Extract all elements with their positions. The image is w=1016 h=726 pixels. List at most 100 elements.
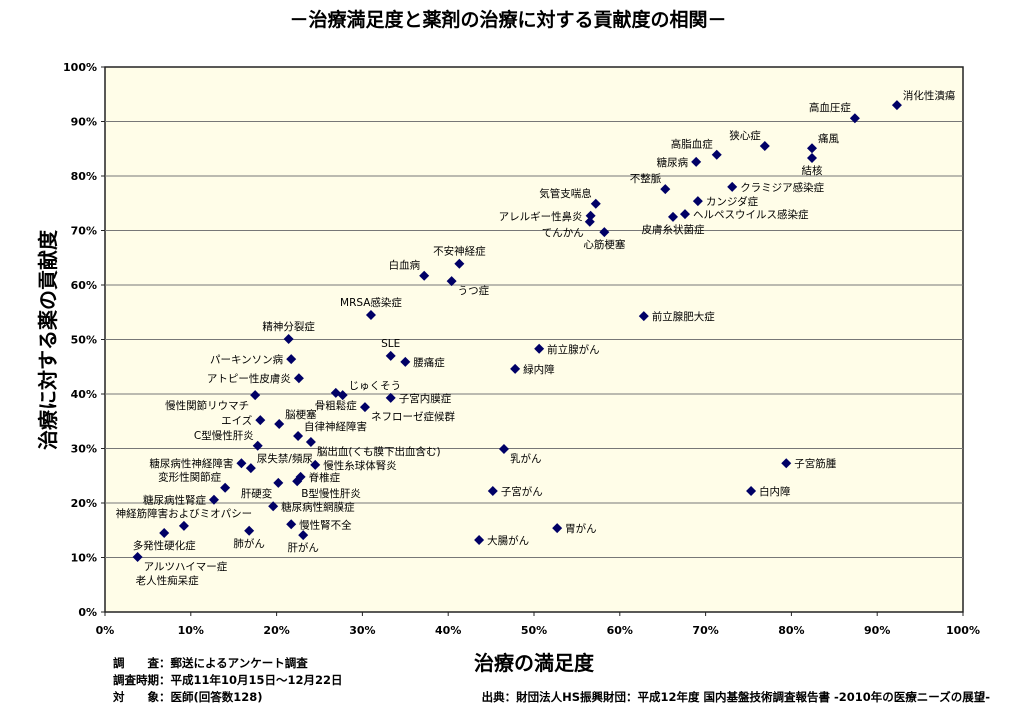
x-tick-label: 70% <box>692 624 718 637</box>
data-point-label: アレルギー性鼻炎 <box>499 210 583 223</box>
data-point-marker <box>691 156 702 167</box>
data-point-marker <box>208 494 219 505</box>
data-point-marker <box>891 100 902 111</box>
data-point-marker <box>590 198 601 209</box>
data-point-marker <box>292 476 303 487</box>
data-point-label: MRSA感染症 <box>340 296 402 309</box>
data-point-marker <box>419 270 430 281</box>
data-point-marker <box>454 258 465 269</box>
data-point-marker <box>487 486 498 497</box>
data-point-marker <box>178 520 189 531</box>
note-source: 出典：財団法人HS振興財団：平成12年度 国内基盤技術調査報告書 -2010年の… <box>482 690 991 704</box>
data-point-label: 結核 <box>801 164 822 177</box>
data-point-marker <box>305 436 316 447</box>
data-point-marker <box>680 209 691 220</box>
data-point-label: 痛風 <box>818 132 839 145</box>
data-point-label: 糖尿病性腎症 <box>143 494 206 507</box>
data-point-label: 肝がん <box>287 541 319 554</box>
data-point-marker <box>660 184 671 195</box>
data-point-label: 前立腺がん <box>547 343 600 356</box>
data-point-label: 不安神経症 <box>433 245 486 258</box>
y-tick-label: 30% <box>71 443 97 456</box>
data-point-marker <box>806 143 817 154</box>
x-tick-label: 20% <box>263 624 289 637</box>
data-point-label: 尿失禁/頻尿 <box>257 452 314 465</box>
data-point-label: 慢性腎不全 <box>299 518 352 531</box>
data-point-marker <box>268 501 279 512</box>
data-point-label: 多発性硬化症 <box>133 539 196 552</box>
data-point-label: 慢性糸球体腎炎 <box>323 459 397 472</box>
data-point-label: 老人性痴呆症 <box>136 574 199 587</box>
data-point-marker <box>255 415 266 426</box>
data-point-marker <box>298 530 309 541</box>
chart-title: －治療満足度と薬剤の治療に対する貢献度の相関－ <box>289 8 726 31</box>
data-point-label: 脊椎症 <box>309 471 341 484</box>
data-point-label: 乳がん <box>510 452 541 465</box>
data-point-label: パーキンソン病 <box>210 353 284 366</box>
data-point-label: 慢性関節リウマチ <box>165 399 249 412</box>
data-point-label: 白血病 <box>389 259 421 272</box>
data-point-marker <box>534 343 545 354</box>
data-point-marker <box>274 418 285 429</box>
y-tick-label: 50% <box>71 334 97 347</box>
data-point-label: 神経筋障害およびミオパシー <box>116 507 253 520</box>
data-point-label: 白内障 <box>759 485 791 498</box>
data-point-marker <box>806 153 817 164</box>
data-point-marker <box>236 458 247 469</box>
data-point-marker <box>692 196 703 207</box>
data-point-marker <box>359 402 370 413</box>
data-point-label: 肺がん <box>233 537 265 550</box>
data-point-marker <box>727 181 738 192</box>
data-point-marker <box>849 113 860 124</box>
data-point-label: 糖尿病 <box>657 156 689 169</box>
data-point-marker <box>781 458 792 469</box>
y-tick-label: 60% <box>71 279 97 292</box>
data-point-label: 糖尿病性神経障害 <box>149 457 233 470</box>
data-point-marker <box>474 535 485 546</box>
data-point-label: アトピー性皮膚炎 <box>207 372 291 385</box>
data-point-label: カンジダ症 <box>706 195 759 208</box>
data-point-marker <box>250 390 261 401</box>
data-point-marker <box>283 333 294 344</box>
data-point-label: ネフローゼ症候群 <box>371 410 455 423</box>
x-tick-label: 60% <box>607 624 633 637</box>
data-point-label: うつ症 <box>458 284 490 297</box>
data-point-label: B型慢性肝炎 <box>301 487 361 500</box>
data-point-label: じゅくそう <box>349 380 402 392</box>
data-point-marker <box>510 363 521 374</box>
data-point-label: C型慢性肝炎 <box>194 429 254 442</box>
data-point-label: 骨粗鬆症 <box>315 399 357 412</box>
data-point-marker <box>746 486 757 497</box>
data-point-marker <box>759 141 770 152</box>
data-point-marker <box>585 210 596 221</box>
y-axis-label: 治療に対する薬の貢献度 <box>36 229 60 450</box>
data-point-marker <box>667 211 678 222</box>
data-point-marker <box>638 311 649 322</box>
data-point-marker <box>599 227 610 238</box>
data-point-marker <box>244 525 255 536</box>
data-point-marker <box>584 216 595 227</box>
data-point-label: 自律神経障害 <box>304 420 367 433</box>
data-point-marker <box>400 356 411 367</box>
data-point-marker <box>293 430 304 441</box>
note-survey-period: 調査時期：平成11年10月15日～12月22日 <box>113 673 343 687</box>
data-point-label: クラミジア感染症 <box>740 181 824 194</box>
data-point-marker <box>220 482 231 493</box>
data-point-label: 脳梗塞 <box>285 408 317 421</box>
data-point-marker <box>552 523 563 534</box>
data-point-label: 精神分裂症 <box>262 320 315 333</box>
x-tick-label: 100% <box>946 624 980 637</box>
data-point-label: 腰痛症 <box>413 356 445 369</box>
data-point-label: 緑内障 <box>523 363 555 376</box>
data-point-label: 肝硬変 <box>241 487 273 500</box>
x-tick-label: 40% <box>435 624 461 637</box>
x-tick-label: 30% <box>349 624 375 637</box>
data-point-label: てんかん <box>542 227 584 239</box>
data-point-label: 心筋梗塞 <box>583 238 625 251</box>
y-tick-label: 80% <box>71 170 97 183</box>
data-point-label: 前立腺肥大症 <box>652 310 715 323</box>
data-point-label: 糖尿病性網膜症 <box>281 500 355 513</box>
y-tick-label: 100% <box>63 61 97 74</box>
data-point-marker <box>498 444 509 455</box>
